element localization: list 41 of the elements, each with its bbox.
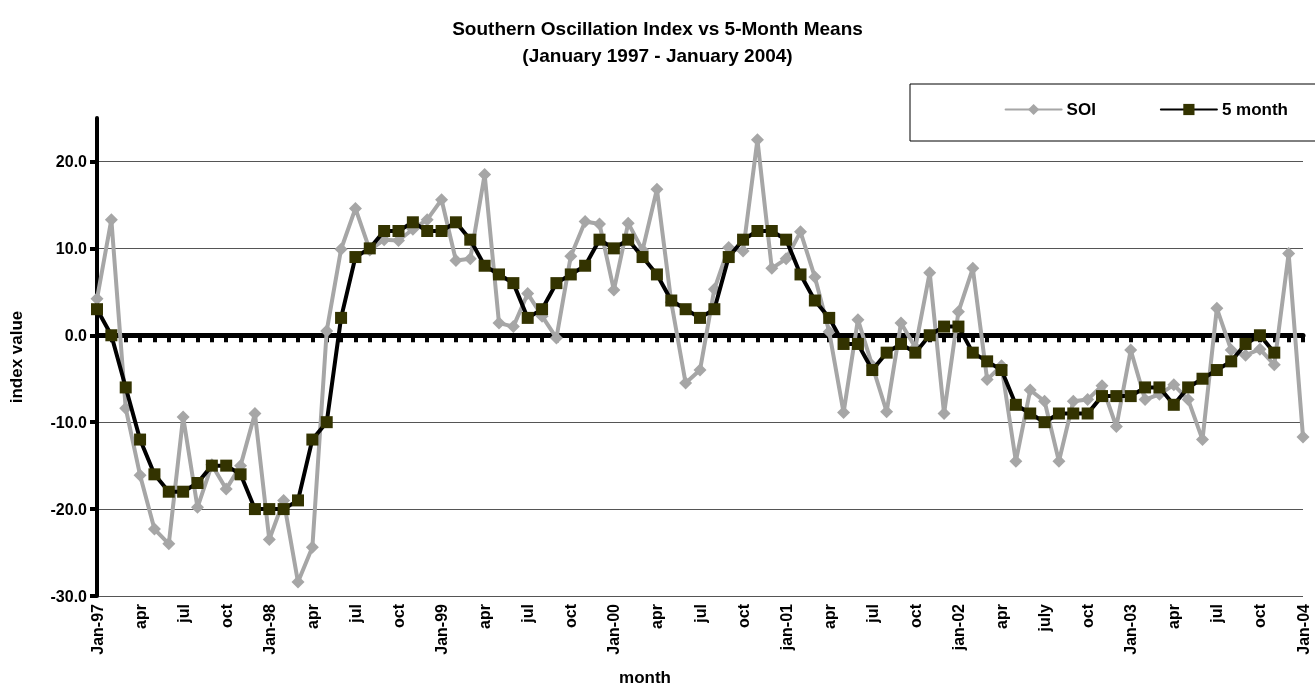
x-tick-label: apr	[820, 604, 838, 629]
x-tick-label: oct	[390, 603, 407, 628]
x-tick-label: oct	[906, 603, 924, 628]
x-tick-label: apr	[303, 604, 321, 629]
x-tick-label: Jan-04	[1294, 603, 1312, 655]
x-tick-label: jul	[863, 604, 881, 624]
x-tick-label: jul	[174, 604, 192, 624]
x-tick-label: oct	[562, 603, 580, 628]
x-tick-label: Jan-03	[1122, 603, 1140, 655]
x-tick-label: apr	[1165, 604, 1183, 629]
y-tick-label: -20.0	[50, 500, 88, 518]
x-tick-label: jul	[519, 604, 537, 624]
x-tick-label: Jan-00	[605, 603, 623, 655]
x-tick-label: jan-02	[949, 603, 967, 652]
x-tick-label: jul	[346, 604, 364, 624]
x-tick-label: oct	[1251, 603, 1269, 628]
x-tick-label: apr	[131, 604, 149, 629]
x-tick-label: oct	[734, 603, 752, 628]
chart-subtitle: (January 1997 - January 2004)	[522, 45, 793, 66]
x-tick-label: jan-01	[777, 603, 795, 652]
y-tick-label: 20.0	[55, 152, 88, 170]
y-axis-title: index value	[7, 310, 26, 404]
x-tick-label: jul	[691, 604, 709, 624]
x-tick-label: Jan-97	[88, 603, 106, 655]
chart-title: Southern Oscillation Index vs 5-Month Means	[452, 18, 863, 39]
x-tick-label: Jan-99	[433, 603, 451, 655]
x-tick-label: july	[1036, 603, 1054, 633]
y-tick-label: -30.0	[50, 587, 88, 605]
x-tick-label: oct	[1079, 603, 1097, 628]
x-tick-label: Jan-98	[260, 603, 278, 655]
x-tick-label: apr	[993, 604, 1010, 629]
x-tick-label: apr	[648, 604, 666, 629]
x-tick-label: apr	[476, 604, 494, 629]
y-tick-label: -10.0	[50, 413, 88, 431]
y-tick-label: 10.0	[55, 239, 88, 257]
x-axis-title: month	[619, 668, 671, 686]
x-tick-label: oct	[217, 603, 235, 628]
y-tick-label: 0.0	[64, 326, 88, 344]
legend-label: 5 month	[1221, 100, 1288, 119]
legend-label: SOI	[1066, 100, 1096, 119]
x-tick-label: jul	[1208, 604, 1226, 624]
